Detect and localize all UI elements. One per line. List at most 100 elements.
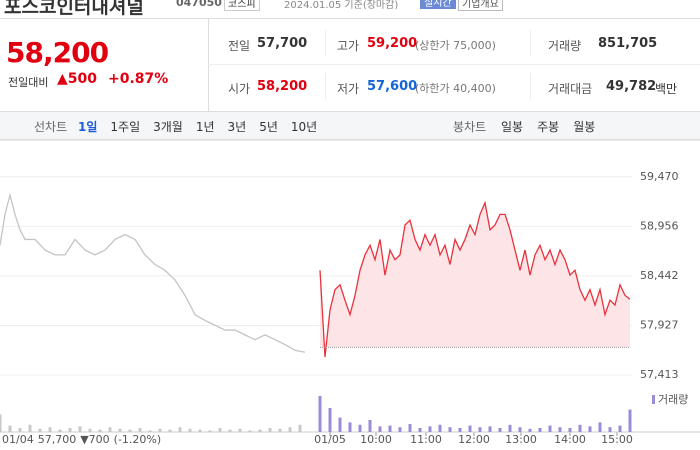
volume-bar (138, 428, 142, 432)
volume-bar (148, 430, 152, 432)
tab-group-label: 봉차트 (453, 120, 487, 134)
market: 코스피 (224, 0, 260, 11)
divider (325, 30, 326, 56)
tab[interactable]: 3년 (227, 120, 247, 134)
volume-bar (628, 409, 632, 432)
y-tick-label: 57,927 (640, 319, 679, 332)
divider (325, 73, 326, 99)
stat-value: 59,200 (367, 36, 418, 51)
overview-button[interactable]: 기업개요 (458, 0, 503, 11)
tab[interactable]: 주봉 (537, 120, 560, 134)
tab[interactable]: 10년 (290, 120, 318, 134)
volume-bar (58, 429, 62, 432)
volume-bar (378, 426, 382, 432)
tab[interactable]: 1년 (195, 120, 215, 134)
tab-group: 1일 1주일 3개월 1년 3년 5년 10년 (78, 118, 317, 135)
volume-bar (468, 425, 472, 432)
tab[interactable]: 월봉 (573, 120, 596, 134)
tab[interactable]: 5년 (259, 120, 278, 134)
volume-bar (258, 429, 262, 432)
stat-label: 시가 (228, 82, 251, 96)
x-tick-label: 11:00 (410, 433, 442, 446)
divider (0, 18, 700, 19)
realtime-button[interactable]: 실시간 (420, 0, 456, 9)
volume-bar (438, 424, 442, 432)
volume-bar (498, 428, 502, 432)
volume-bar (248, 430, 252, 432)
volume-bar (508, 424, 512, 432)
tab-group-label: 선차트 (34, 120, 68, 134)
volume-bar (368, 420, 372, 432)
y-tick-label: 57,413 (640, 368, 679, 381)
divider (208, 64, 700, 65)
stat-label: 전일 (228, 39, 251, 53)
x-tick-label: 13:00 (505, 433, 537, 446)
volume-bar (98, 429, 102, 432)
volume-bar (178, 427, 182, 432)
stat-value: 851,705 (598, 36, 658, 51)
stock-name: 포스코인터내셔널 (4, 0, 144, 18)
tab-bar (0, 111, 700, 140)
tab[interactable]: 1주일 (110, 120, 141, 134)
change-label: 전일대비 (8, 76, 49, 89)
volume-bar (218, 428, 222, 432)
x-tick-label: 10:00 (360, 433, 392, 446)
volume-bar (328, 408, 332, 432)
volume-bar (158, 428, 162, 432)
x-tick-label: 12:00 (458, 433, 490, 446)
volume-bar (338, 417, 342, 432)
volume-bar (618, 425, 622, 432)
footer-price: 57,700 (38, 433, 77, 446)
volume-bar (578, 424, 582, 432)
volume-bar (68, 428, 72, 432)
stat-label: 저가 (337, 82, 360, 96)
volume-bar (38, 428, 42, 432)
volume-bar (278, 428, 282, 432)
volume-bar (188, 428, 192, 432)
volume-bar (558, 427, 562, 432)
divider (530, 73, 531, 99)
volume-bar (598, 422, 602, 432)
volume-bar (0, 414, 2, 432)
stat-value: 49,782 (606, 79, 657, 94)
volume-bar (48, 427, 52, 432)
tab[interactable]: 1일 (78, 120, 98, 134)
volume-bar (568, 428, 572, 432)
volume-bar (118, 428, 122, 432)
volume-bar (478, 427, 482, 432)
volume-bar (518, 427, 522, 432)
volume-bar (208, 430, 212, 432)
stat-value: 57,600 (367, 79, 418, 94)
volume-bar (528, 428, 532, 432)
volume-bar (588, 426, 592, 432)
tab[interactable]: 일봉 (501, 120, 524, 134)
stat-label: 고가 (337, 39, 360, 53)
legend-label: 거래량 (658, 393, 688, 406)
area (320, 202, 630, 358)
volume-bar (168, 429, 172, 432)
footer-change: ▼700 (80, 433, 109, 446)
price-line (319, 200, 631, 358)
stat-label: 거래대금 (548, 82, 593, 96)
y-tick-label: 58,442 (640, 269, 679, 282)
volume-bar (348, 422, 352, 432)
tab-group: 일봉 주봉 월봉 (501, 118, 595, 135)
change-rate: +0.87% (108, 71, 169, 87)
volume-bar (298, 424, 302, 432)
tab[interactable]: 3개월 (153, 120, 183, 134)
stat-unit: 백만 (655, 82, 678, 96)
price-line (0, 192, 306, 353)
stock-code: 047050 (176, 0, 222, 9)
x-tick-label: 01/05 (314, 433, 346, 446)
volume-bar (418, 428, 422, 432)
x-tick-label: 14:00 (554, 433, 586, 446)
volume-bar (238, 428, 242, 432)
legend-marker (652, 395, 655, 404)
divider (530, 30, 531, 56)
volume-bar (268, 428, 272, 432)
divider (208, 19, 209, 111)
volume-bar (108, 427, 112, 432)
volume-bar (388, 425, 392, 432)
volume-bar (18, 428, 22, 432)
